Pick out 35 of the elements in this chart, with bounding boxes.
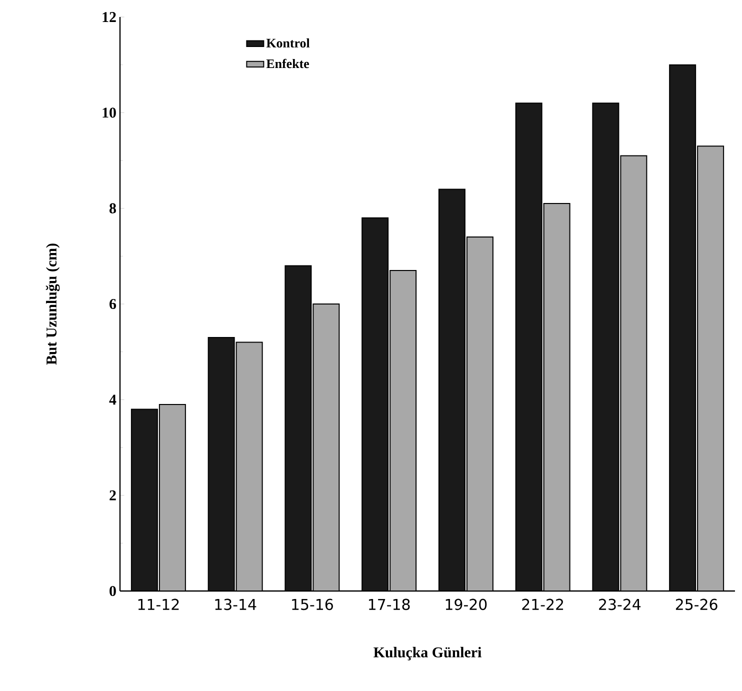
bar bbox=[515, 102, 542, 591]
x-tick-label: 25-26 bbox=[676, 598, 718, 610]
y-axis-title: But Uzunluğu (cm) bbox=[46, 244, 60, 365]
x-tick-label: 21-22 bbox=[522, 598, 564, 610]
x-axis-title: Kuluçka Günleri bbox=[374, 646, 482, 660]
x-tick-label: 11-12 bbox=[138, 598, 179, 610]
bar bbox=[438, 188, 466, 591]
legend-label: Kontrol bbox=[266, 38, 310, 48]
bar bbox=[697, 146, 724, 591]
bar bbox=[208, 336, 235, 591]
x-tick-label: 23-24 bbox=[599, 598, 641, 610]
y-tick-label: 4 bbox=[109, 394, 116, 405]
legend-label: Enfekte bbox=[266, 58, 310, 68]
bar bbox=[669, 64, 696, 591]
bar bbox=[362, 217, 389, 591]
bar bbox=[620, 155, 648, 591]
bar bbox=[543, 203, 570, 591]
y-tick-label: 8 bbox=[110, 203, 116, 214]
bar bbox=[284, 265, 312, 591]
y-tick-label: 0 bbox=[110, 586, 116, 596]
bar bbox=[312, 303, 340, 591]
y-tick-label: 10 bbox=[102, 108, 116, 118]
bar bbox=[390, 270, 417, 591]
bar bbox=[592, 102, 620, 591]
y-tick-label: 6 bbox=[110, 298, 116, 310]
bar bbox=[236, 342, 263, 591]
x-tick-label: 17-18 bbox=[368, 598, 410, 610]
x-tick-label: 19-20 bbox=[446, 598, 487, 610]
x-tick-label: 13-14 bbox=[215, 598, 256, 610]
bar bbox=[158, 404, 186, 591]
y-tick-label: 12 bbox=[102, 12, 116, 22]
bar bbox=[466, 236, 494, 591]
x-tick-label: 15-16 bbox=[292, 598, 333, 610]
bar bbox=[130, 408, 158, 591]
y-tick-label: 2 bbox=[110, 490, 116, 500]
